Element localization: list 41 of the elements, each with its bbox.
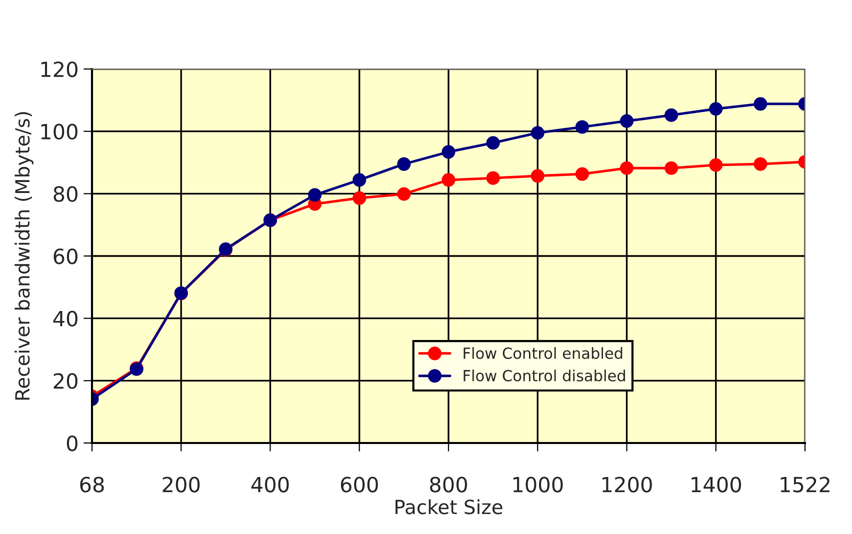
x-tick-label: 68 xyxy=(80,476,104,492)
point xyxy=(486,136,500,150)
x-tick-label: 200 xyxy=(162,476,200,492)
y-tick-label: 120 xyxy=(41,61,78,78)
x-tick-label: 1200 xyxy=(602,476,652,492)
y-tick-label: 0 xyxy=(66,435,78,452)
point xyxy=(664,108,678,122)
point xyxy=(575,167,589,181)
y-tick-label: 40 xyxy=(53,310,78,327)
point xyxy=(620,114,634,128)
point xyxy=(530,126,544,140)
point xyxy=(530,169,544,183)
point xyxy=(709,158,723,172)
legend-label: Flow Control disabled xyxy=(464,370,625,382)
point xyxy=(664,161,678,175)
x-axis-title: Packet Size xyxy=(396,499,502,514)
x-tick-label: 1000 xyxy=(513,476,563,492)
point xyxy=(709,102,723,116)
point xyxy=(397,157,411,171)
x-tick-label: 1522 xyxy=(780,476,830,492)
y-tick-label: 100 xyxy=(41,124,78,140)
y-axis-title: Receiver bandwidth (Mbyte/s) xyxy=(14,112,34,400)
point xyxy=(486,171,500,185)
point xyxy=(442,145,456,159)
x-tick-label: 1400 xyxy=(692,476,741,492)
point xyxy=(620,161,634,175)
point xyxy=(352,173,366,187)
y-tick-label: 60 xyxy=(54,248,78,264)
point xyxy=(397,187,411,201)
point xyxy=(575,120,589,134)
legend-label: Flow Control enabled xyxy=(464,347,622,359)
point xyxy=(754,157,768,171)
point xyxy=(352,191,366,205)
x-tick-label: 600 xyxy=(340,476,378,492)
x-tick-label: 400 xyxy=(251,476,289,492)
y-tick-label: 80 xyxy=(54,186,78,202)
point xyxy=(754,97,768,111)
point xyxy=(442,173,456,187)
y-tick-label: 20 xyxy=(54,373,78,389)
point xyxy=(308,188,322,202)
x-tick-label: 800 xyxy=(430,476,467,492)
